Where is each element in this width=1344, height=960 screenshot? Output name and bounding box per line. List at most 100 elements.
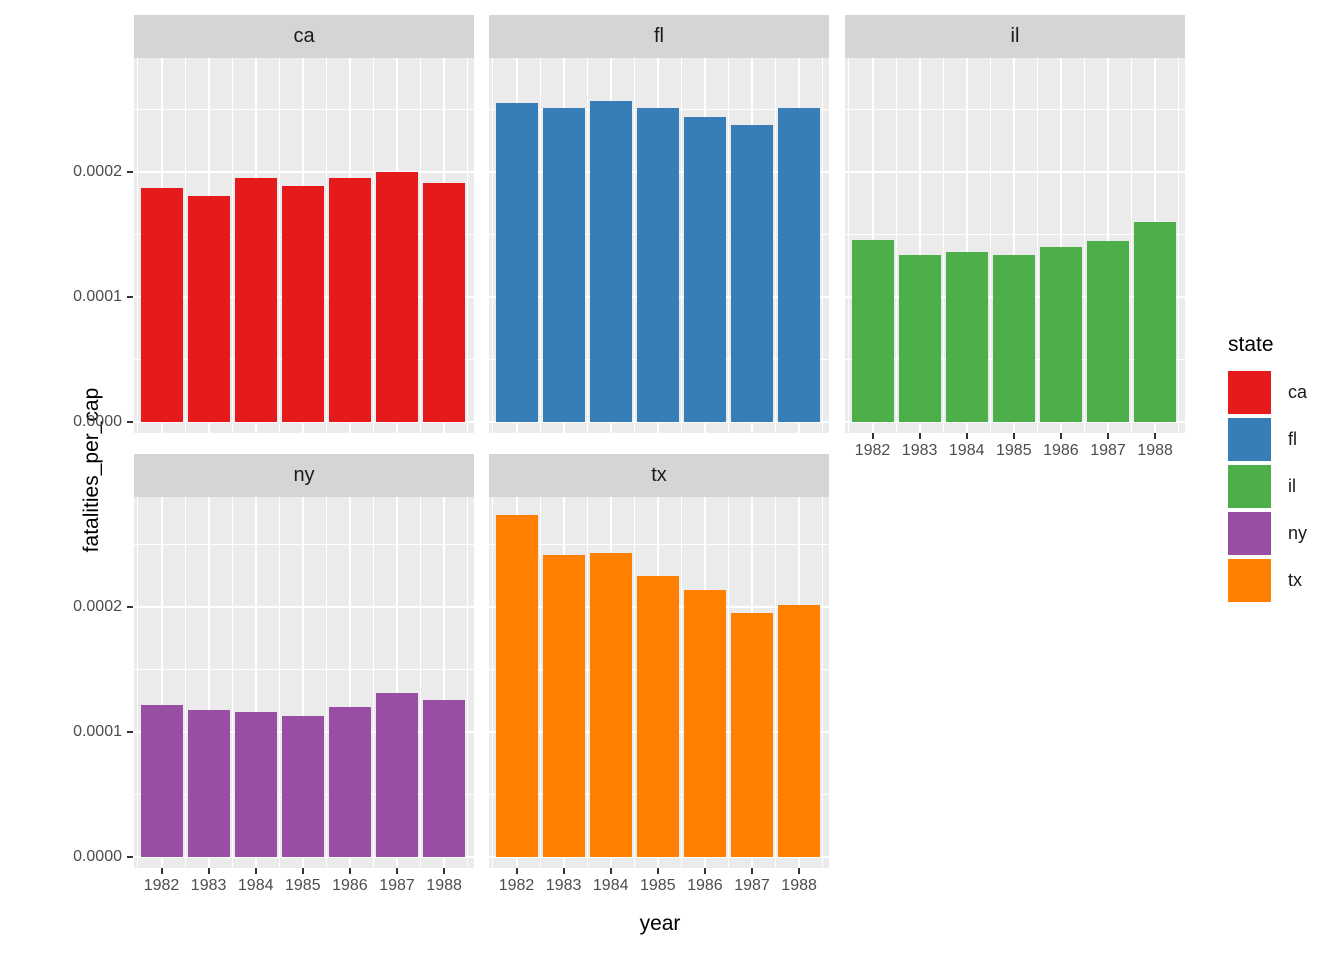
legend-label: tx xyxy=(1288,570,1303,590)
bar-ny-1984 xyxy=(234,712,277,857)
bar-il-1985 xyxy=(992,254,1035,422)
y-tick-mark xyxy=(127,856,133,858)
gridline-minor-v xyxy=(137,58,139,433)
bar-ca-1985 xyxy=(281,185,324,422)
gridline-major-v xyxy=(207,497,210,868)
bar-ca-1986 xyxy=(328,178,371,422)
x-tick-label: 1984 xyxy=(948,442,985,459)
x-axis-title: year xyxy=(639,912,681,935)
x-tick-label: 1986 xyxy=(332,877,368,894)
gridline-minor-v xyxy=(942,58,944,433)
bar-ny-1986 xyxy=(328,707,371,857)
y-tick-mark xyxy=(127,171,133,173)
gridline-major-v xyxy=(918,58,921,433)
strip-label: tx xyxy=(651,464,667,486)
gridline-minor-v xyxy=(633,58,635,433)
bar-ny-1988 xyxy=(423,699,466,857)
x-tick-mark xyxy=(871,433,874,439)
legend-label: fl xyxy=(1288,429,1297,449)
legend-item-tx: tx xyxy=(1228,559,1307,602)
strip-label: il xyxy=(1010,25,1020,47)
gridline-minor-v xyxy=(680,58,682,433)
facet-panel-fl xyxy=(489,58,829,433)
legend-label: ca xyxy=(1288,382,1308,402)
x-tick-mark xyxy=(751,868,753,874)
gridline-minor-v xyxy=(822,497,824,868)
bar-tx-1987 xyxy=(731,613,773,857)
y-tick-mark xyxy=(127,296,133,298)
gridline-minor-v xyxy=(467,497,469,868)
gridline-minor-v xyxy=(848,58,850,433)
x-tick-label: 1988 xyxy=(426,877,462,894)
legend-item-ca: ca xyxy=(1228,371,1307,414)
x-tick-mark xyxy=(1154,433,1157,439)
gridline-major-v xyxy=(1059,58,1062,433)
bar-tx-1988 xyxy=(778,604,821,857)
x-tick-mark xyxy=(918,433,921,439)
x-tick-label: 1983 xyxy=(545,877,582,894)
gridline-major-v xyxy=(301,497,304,868)
bar-il-1983 xyxy=(898,254,941,422)
gridline-minor-v xyxy=(231,497,233,868)
bar-tx-1984 xyxy=(589,553,632,857)
bar-tx-1983 xyxy=(542,554,585,857)
facet-panel-il xyxy=(845,58,1185,433)
x-tick-label: 1988 xyxy=(781,877,817,894)
bar-il-1984 xyxy=(945,252,988,422)
legend-label: il xyxy=(1288,476,1296,496)
x-tick-mark xyxy=(703,868,706,874)
legend-key-il-swatch xyxy=(1228,465,1271,508)
x-tick-label: 1983 xyxy=(190,877,227,894)
y-tick-label: 0.0001 xyxy=(73,288,122,305)
x-tick-mark xyxy=(348,868,351,874)
gridline-major-h xyxy=(845,421,1185,423)
x-tick-mark xyxy=(562,868,565,874)
facet-strip-ca: ca xyxy=(134,15,474,58)
x-tick-mark xyxy=(207,868,210,874)
bar-ca-1982 xyxy=(140,188,183,422)
gridline-minor-v xyxy=(492,58,494,433)
x-tick-label: 1985 xyxy=(640,877,676,894)
legend-items: ca fl il ny tx xyxy=(1228,371,1307,602)
gridline-minor-v xyxy=(586,497,588,868)
gridline-minor-v xyxy=(1131,58,1133,433)
y-tick-label: 0.0002 xyxy=(73,163,122,180)
gridline-minor-v xyxy=(775,497,777,868)
facet-panel-ny xyxy=(134,497,474,868)
x-tick-label: 1985 xyxy=(285,877,321,894)
x-tick-label: 1987 xyxy=(379,877,415,894)
legend-key-ny-swatch xyxy=(1228,512,1271,555)
bar-ca-1987 xyxy=(376,172,418,422)
x-tick-mark xyxy=(656,868,659,874)
gridline-minor-v xyxy=(895,58,897,433)
x-tick-label: 1983 xyxy=(901,442,938,459)
bar-fl-1983 xyxy=(542,108,585,422)
facet-strip-fl: fl xyxy=(489,15,829,58)
gridline-minor-h xyxy=(134,544,474,545)
gridline-minor-v xyxy=(775,58,777,433)
bar-ny-1987 xyxy=(376,693,418,857)
x-tick-mark xyxy=(396,868,398,874)
legend-item-fl: fl xyxy=(1228,418,1307,461)
gridline-major-v xyxy=(348,497,351,868)
facet-panel-ca xyxy=(134,58,474,433)
facet-strip-il: il xyxy=(845,15,1185,58)
legend-title: state xyxy=(1228,333,1274,356)
y-tick-label: 0.0002 xyxy=(73,598,122,615)
x-tick-mark xyxy=(1059,433,1062,439)
y-tick-mark xyxy=(127,421,133,423)
bar-il-1986 xyxy=(1039,247,1082,422)
gridline-minor-v xyxy=(372,58,374,433)
x-tick-label: 1988 xyxy=(1137,442,1173,459)
y-tick-label: 0.0000 xyxy=(73,848,122,865)
bar-fl-1984 xyxy=(589,100,632,422)
gridline-major-h xyxy=(134,606,474,608)
bar-ny-1982 xyxy=(140,704,183,857)
gridline-minor-v xyxy=(1036,58,1038,433)
x-tick-mark xyxy=(443,868,446,874)
x-tick-label: 1986 xyxy=(687,877,723,894)
gridline-minor-v xyxy=(278,497,280,868)
x-tick-mark xyxy=(515,868,518,874)
x-tick-label: 1985 xyxy=(996,442,1032,459)
